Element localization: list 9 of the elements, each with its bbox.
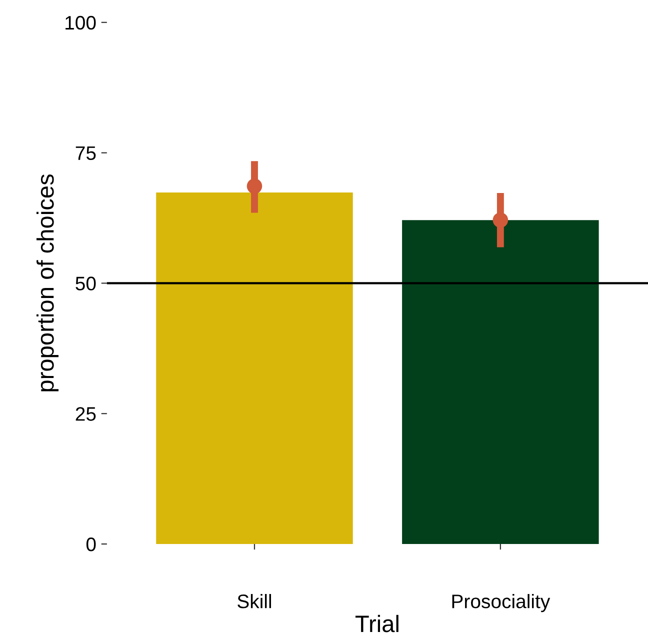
- x-tick-label: Skill: [238, 594, 272, 608]
- y-tick-label: 50: [76, 276, 96, 290]
- y-tick-label: 100: [66, 16, 96, 30]
- x-tick-label: Prosociality: [452, 594, 550, 612]
- x-axis-title: Trial: [355, 614, 398, 632]
- y-tick-label: 25: [76, 407, 96, 421]
- y-tick-label: 0: [86, 537, 96, 552]
- y-tick-label: 75: [76, 146, 96, 160]
- y-axis-title: proportion of choices: [36, 174, 59, 392]
